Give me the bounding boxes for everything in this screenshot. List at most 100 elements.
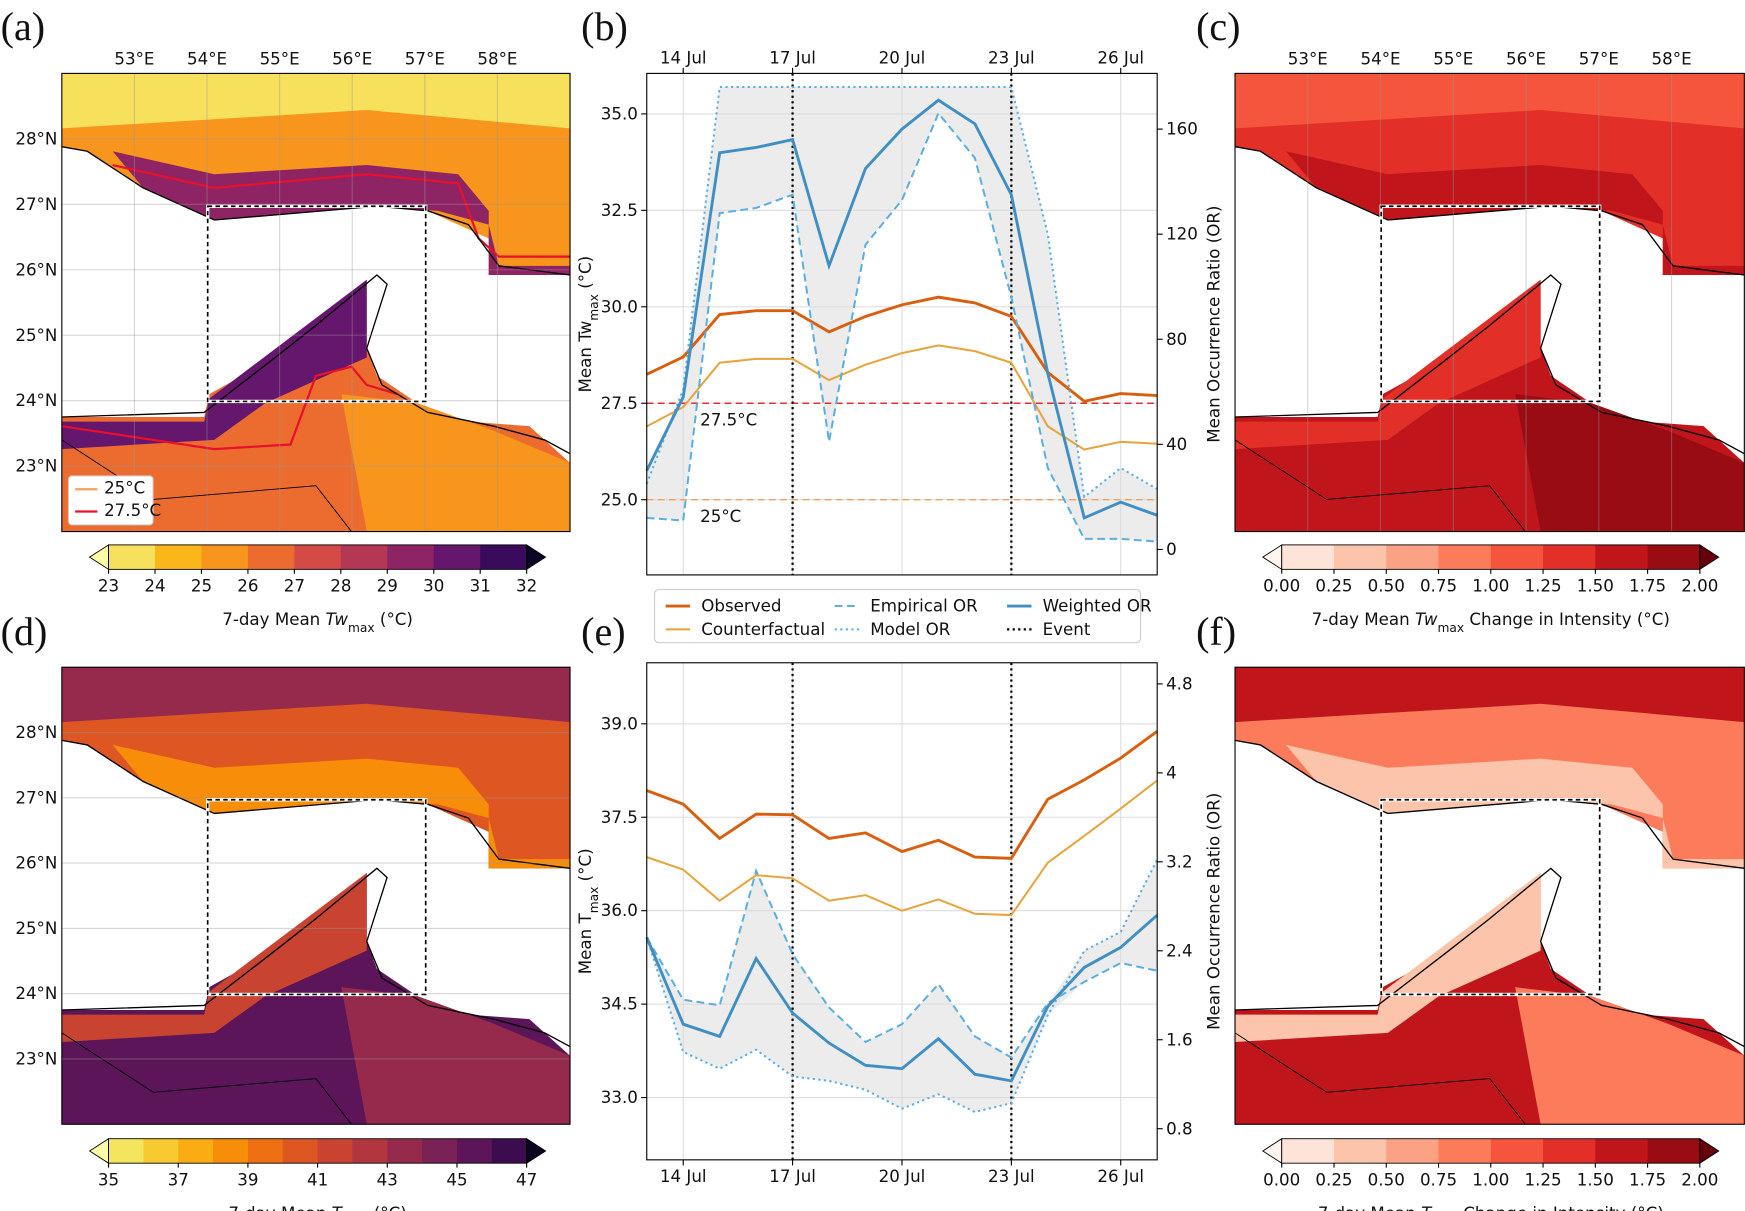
map-field bbox=[1235, 279, 1541, 450]
panel-label: (c) bbox=[1196, 4, 1240, 49]
y-tick-label: 23°N bbox=[15, 457, 57, 476]
y2-tick-label: 4 bbox=[1166, 763, 1177, 782]
colorbar-tick-label: 31 bbox=[470, 577, 491, 596]
label-part: T bbox=[332, 1204, 344, 1211]
y-tick-label: 24°N bbox=[15, 391, 57, 410]
y2-tick-label: 40 bbox=[1166, 435, 1187, 454]
contour-line bbox=[112, 163, 571, 258]
colorbar-tick-label: 43 bbox=[377, 1170, 398, 1189]
colorbar-tick-label: 0.00 bbox=[1263, 577, 1300, 596]
series-line bbox=[646, 779, 1158, 917]
colorbar-extend bbox=[88, 544, 109, 571]
map-field bbox=[61, 872, 367, 1042]
colorbar-label: 7-day Mean Twmax Change in Intensity (°C… bbox=[1312, 610, 1670, 635]
y2-tick-label: 160 bbox=[1166, 120, 1198, 139]
x-tick-label: 58°E bbox=[477, 49, 517, 68]
label-part: Tw bbox=[326, 610, 349, 629]
contour-legend-label: 25°C bbox=[104, 479, 145, 498]
colorbar-tick-label: 1.25 bbox=[1524, 577, 1561, 596]
border bbox=[61, 1032, 352, 1125]
label-part: 7-day Mean bbox=[222, 610, 325, 629]
colorbar-extend bbox=[1699, 544, 1720, 571]
colorbar-swatch bbox=[282, 1138, 319, 1164]
colorbar-swatch bbox=[294, 544, 342, 570]
label-part: max bbox=[1437, 621, 1464, 635]
x-tick-label: 58°E bbox=[1652, 49, 1692, 68]
label-part: 7-day Mean bbox=[228, 1204, 331, 1211]
y-tick-label: 34.5 bbox=[601, 995, 638, 1014]
label-part: max bbox=[587, 887, 601, 914]
y-tick-label: 28°N bbox=[15, 723, 57, 742]
panel-label: (b) bbox=[581, 4, 628, 49]
colorbar-swatch bbox=[1386, 1138, 1440, 1164]
colorbar-tick-label: 35 bbox=[98, 1170, 119, 1189]
y-tick-label: 23°N bbox=[15, 1050, 57, 1069]
legend-label: Weighted OR bbox=[1043, 597, 1152, 616]
colorbar-tick-label: 32 bbox=[516, 577, 537, 596]
legend-label: Observed bbox=[701, 597, 781, 616]
colorbar-tick-label: 41 bbox=[307, 1170, 328, 1189]
colorbar-tick-label: 0.50 bbox=[1368, 577, 1405, 596]
label-part: Change in Intensity (°C) bbox=[1458, 1204, 1664, 1211]
threshold-label: 25°C bbox=[700, 507, 741, 526]
colorbar-tick-label: 1.00 bbox=[1472, 1170, 1509, 1189]
map-field bbox=[341, 987, 571, 1125]
or-range bbox=[646, 859, 1158, 1113]
colorbar-swatch bbox=[422, 1138, 458, 1164]
x-tick-label: 26 Jul bbox=[1097, 48, 1144, 67]
map-frame bbox=[61, 666, 571, 1125]
colorbar-tick-label: 0.75 bbox=[1420, 577, 1457, 596]
x-tick-label: 26 Jul bbox=[1097, 1167, 1144, 1186]
colorbar-extend bbox=[526, 544, 547, 571]
colorbar-tick-label: 26 bbox=[237, 577, 258, 596]
colorbar-swatch bbox=[1438, 544, 1492, 570]
x-tick-label: 23 Jul bbox=[988, 1167, 1035, 1186]
colorbar-tick-label: 23 bbox=[98, 577, 119, 596]
coastline bbox=[1235, 867, 1745, 1048]
colorbar-swatch bbox=[247, 1138, 284, 1164]
region-box bbox=[1380, 798, 1601, 996]
x-tick-label: 14 Jul bbox=[660, 1167, 707, 1186]
colorbar-swatch bbox=[1438, 1138, 1492, 1164]
x-tick-label: 23 Jul bbox=[988, 48, 1035, 67]
x-tick-label: 56°E bbox=[1506, 49, 1546, 68]
colorbar-swatch bbox=[108, 1138, 144, 1164]
y-tick-label: 32.5 bbox=[601, 201, 638, 220]
colorbar-swatch bbox=[108, 544, 156, 570]
y-tick-label: 27°N bbox=[15, 195, 57, 214]
y-tick-label: 25°N bbox=[15, 326, 57, 345]
colorbar-swatch bbox=[480, 544, 528, 570]
panel-label: (f) bbox=[1196, 609, 1236, 654]
y2-tick-label: 4.8 bbox=[1166, 674, 1193, 693]
y2-tick-label: 2.4 bbox=[1166, 941, 1193, 960]
coastline bbox=[61, 274, 571, 455]
colorbar-extend bbox=[88, 1137, 109, 1165]
plot-frame bbox=[646, 662, 1158, 1161]
colorbar-swatch bbox=[491, 1138, 528, 1164]
colorbar-swatch bbox=[201, 544, 249, 570]
series-line bbox=[646, 344, 1158, 451]
y2-tick-label: 0.8 bbox=[1166, 1119, 1193, 1138]
label-part: (°C) bbox=[369, 1204, 407, 1211]
colorbar-swatch bbox=[1490, 1138, 1544, 1164]
colorbar-swatch bbox=[1333, 1138, 1387, 1164]
colorbar-frame bbox=[108, 544, 528, 570]
panel-label: (e) bbox=[581, 609, 625, 654]
colorbar-tick-label: 1.00 bbox=[1472, 577, 1509, 596]
colorbar-swatch bbox=[143, 1138, 179, 1164]
colorbar-swatch bbox=[178, 1138, 214, 1164]
border bbox=[61, 439, 352, 532]
y-tick-label: 33.0 bbox=[601, 1088, 638, 1107]
colorbar-swatch bbox=[387, 544, 435, 570]
colorbar-tick-label: 0.00 bbox=[1263, 1170, 1300, 1189]
y-tick-label: 27.5 bbox=[601, 394, 638, 413]
colorbar-swatch bbox=[1333, 544, 1387, 570]
colorbar-tick-label: 0.25 bbox=[1315, 577, 1352, 596]
colorbar-tick-label: 25 bbox=[191, 577, 212, 596]
y-tick-label: 30.0 bbox=[601, 297, 638, 316]
panel-label: (a) bbox=[1, 4, 45, 49]
label-part: Mean Tw bbox=[576, 321, 595, 393]
y-tick-label: 26°N bbox=[15, 854, 57, 873]
label-part: Mean T bbox=[576, 913, 595, 975]
panel-label: (d) bbox=[1, 609, 48, 654]
